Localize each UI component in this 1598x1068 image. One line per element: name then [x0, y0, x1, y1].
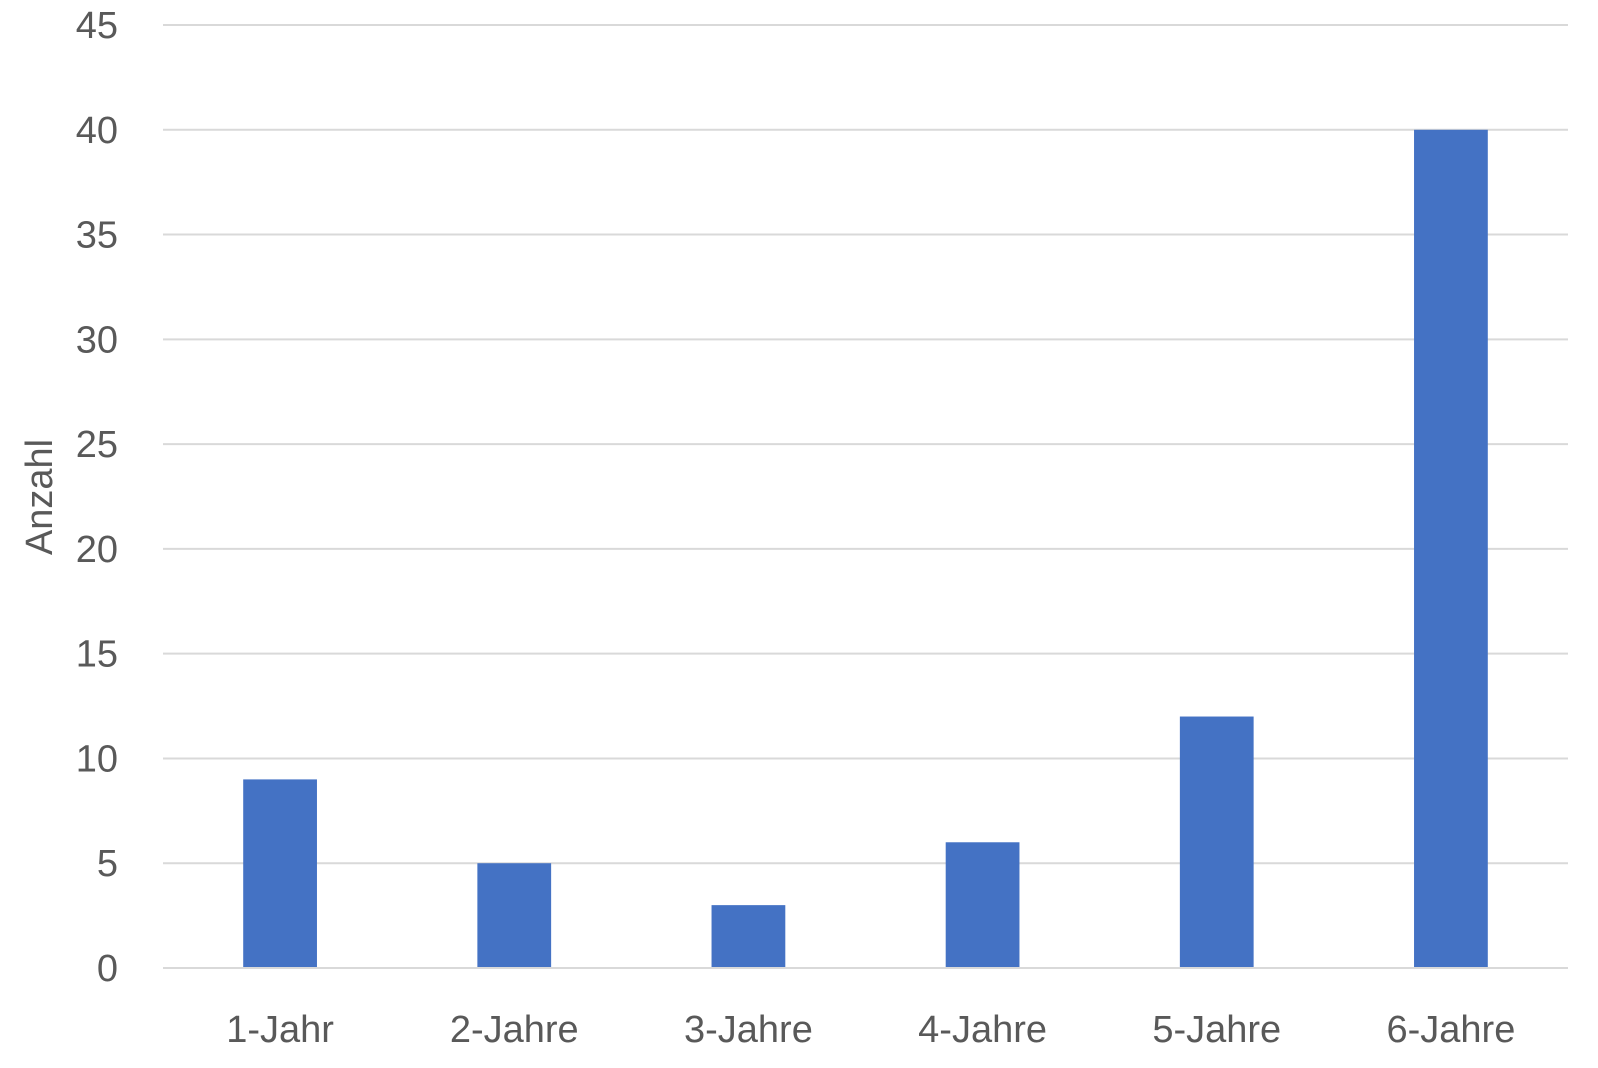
- y-axis-label: Anzahl: [19, 439, 61, 555]
- bar-2-Jahre: [477, 863, 552, 968]
- y-tick-label: 5: [97, 843, 118, 885]
- bar-1-Jahr: [243, 779, 317, 968]
- bar-3-Jahre: [711, 905, 786, 968]
- x-category-label: 6-Jahre: [1386, 1009, 1515, 1051]
- x-category-label: 5-Jahre: [1152, 1009, 1281, 1051]
- x-axis-categories: 1-Jahr 2-Jahre 3-Jahre 4-Jahre 5-Jahre 6-Jahr…: [226, 1009, 1515, 1051]
- y-tick-label: 10: [76, 738, 118, 780]
- y-tick-label: 30: [76, 319, 118, 361]
- x-category-label: 3-Jahre: [684, 1009, 813, 1051]
- y-axis-ticks: 0 5 10 15 20 25 30 35 40 45: [76, 5, 118, 990]
- x-category-label: 2-Jahre: [450, 1009, 579, 1051]
- gridlines: [163, 24, 1568, 865]
- y-tick-label: 45: [76, 5, 118, 47]
- y-tick-label: 35: [76, 215, 118, 257]
- y-tick-label: 15: [76, 634, 118, 676]
- bar-6-Jahre: [1414, 129, 1488, 968]
- x-category-label: 1-Jahr: [226, 1009, 334, 1051]
- x-category-label: 4-Jahre: [918, 1009, 1047, 1051]
- bar-4-Jahre: [945, 842, 1020, 968]
- y-tick-label: 25: [76, 424, 118, 466]
- bars: [243, 129, 1488, 968]
- y-tick-label: 20: [76, 529, 118, 571]
- y-tick-label: 40: [76, 110, 118, 152]
- bar-5-Jahre: [1179, 716, 1254, 968]
- y-tick-label: 0: [97, 948, 118, 990]
